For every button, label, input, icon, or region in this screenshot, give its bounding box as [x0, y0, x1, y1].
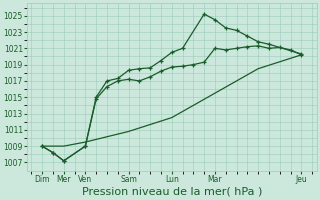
X-axis label: Pression niveau de la mer( hPa ): Pression niveau de la mer( hPa ) [82, 187, 262, 197]
